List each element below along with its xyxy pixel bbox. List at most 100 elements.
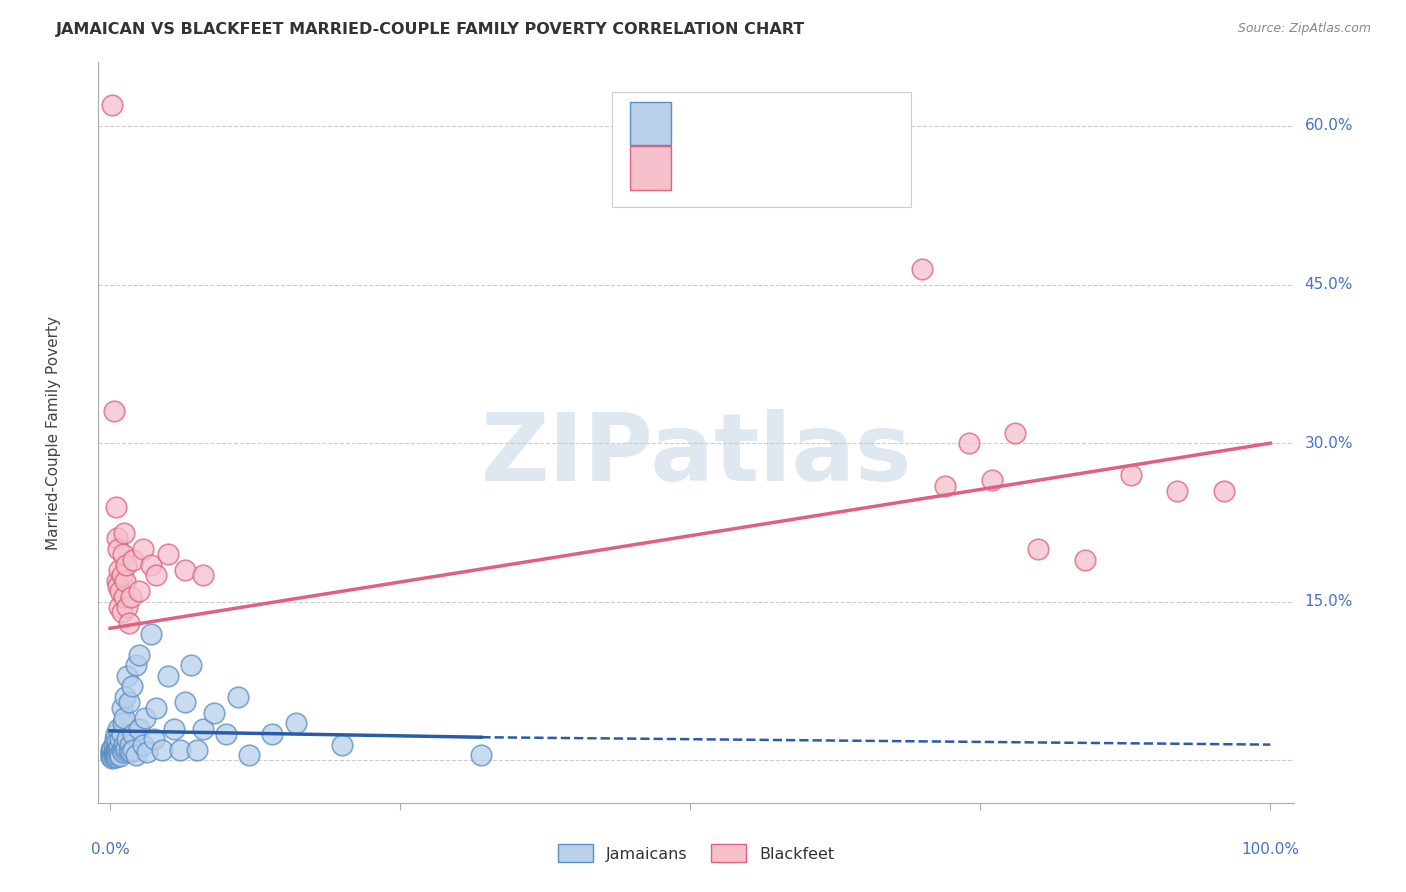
Point [105, 532, 128, 546]
Point [122, 552, 145, 566]
Text: 100.0%: 100.0% [1241, 842, 1299, 856]
Point [1073, 552, 1095, 566]
Point [107, 541, 129, 556]
Point [105, 574, 128, 588]
Point [180, 658, 202, 673]
Point [107, 740, 129, 755]
Point [104, 747, 127, 761]
FancyBboxPatch shape [630, 146, 671, 190]
Point [120, 745, 142, 759]
Point [191, 568, 214, 582]
Point [111, 700, 134, 714]
Point [107, 722, 129, 736]
Text: N = 74: N = 74 [800, 116, 855, 131]
Text: 60.0%: 60.0% [1305, 119, 1353, 134]
Point [114, 743, 136, 757]
Text: Source: ZipAtlas.com: Source: ZipAtlas.com [1237, 22, 1371, 36]
Point [957, 436, 980, 450]
Point [100, 745, 122, 759]
Point [174, 563, 197, 577]
Point [103, 738, 125, 752]
Point [1166, 483, 1188, 498]
Point [1212, 483, 1234, 498]
Point [131, 738, 153, 752]
Point [110, 732, 132, 747]
Point [101, 751, 124, 765]
Point [980, 473, 1002, 487]
Point [150, 743, 173, 757]
Point [101, 97, 124, 112]
Point [174, 695, 197, 709]
Point [103, 404, 125, 418]
Point [115, 558, 138, 572]
Point [128, 584, 150, 599]
Point [118, 738, 141, 752]
Point [226, 690, 249, 704]
Point [120, 590, 142, 604]
Point [143, 732, 166, 747]
Point [139, 558, 162, 572]
Point [104, 500, 127, 514]
Point [104, 746, 127, 760]
Point [108, 747, 131, 761]
Point [262, 727, 284, 741]
Point [157, 669, 180, 683]
Text: 15.0%: 15.0% [1305, 594, 1353, 609]
Point [215, 727, 238, 741]
Point [100, 750, 122, 764]
FancyBboxPatch shape [613, 92, 911, 207]
Point [110, 749, 132, 764]
Text: Married-Couple Family Poverty: Married-Couple Family Poverty [45, 316, 60, 549]
FancyBboxPatch shape [630, 102, 671, 145]
Point [117, 695, 139, 709]
Point [112, 738, 135, 752]
Point [108, 600, 131, 615]
Point [284, 716, 307, 731]
Point [112, 526, 135, 541]
Point [108, 563, 131, 577]
Point [117, 732, 139, 747]
Point [115, 740, 138, 755]
Point [112, 711, 135, 725]
Point [112, 590, 135, 604]
Point [101, 749, 124, 764]
Point [101, 740, 124, 755]
Point [100, 748, 122, 763]
Point [157, 547, 180, 561]
Point [111, 568, 134, 582]
Point [145, 568, 167, 582]
Text: 30.0%: 30.0% [1305, 435, 1353, 450]
Legend: Jamaicans, Blackfeet: Jamaicans, Blackfeet [551, 838, 841, 869]
Point [105, 734, 128, 748]
Point [163, 722, 186, 736]
Point [1119, 467, 1142, 482]
Point [105, 745, 128, 759]
Point [117, 669, 139, 683]
Point [111, 606, 134, 620]
Text: JAMAICAN VS BLACKFEET MARRIED-COUPLE FAMILY POVERTY CORRELATION CHART: JAMAICAN VS BLACKFEET MARRIED-COUPLE FAM… [56, 22, 806, 37]
Point [104, 743, 127, 757]
Point [108, 739, 131, 753]
Point [103, 748, 125, 763]
Point [131, 541, 153, 556]
Text: R = -0.052: R = -0.052 [681, 116, 759, 131]
Point [107, 744, 129, 758]
Point [110, 584, 132, 599]
Point [111, 727, 134, 741]
Text: 0.0%: 0.0% [90, 842, 129, 856]
Point [111, 716, 134, 731]
Point [104, 732, 127, 747]
Point [111, 743, 134, 757]
Point [139, 626, 162, 640]
Point [1026, 541, 1049, 556]
Point [117, 600, 139, 615]
Text: R =  0.451: R = 0.451 [681, 161, 758, 176]
Text: N = 38: N = 38 [800, 161, 855, 176]
Point [124, 748, 146, 763]
Point [103, 745, 125, 759]
Point [103, 750, 125, 764]
Point [117, 743, 139, 757]
Point [136, 745, 159, 759]
Text: 45.0%: 45.0% [1305, 277, 1353, 292]
Point [100, 743, 122, 757]
